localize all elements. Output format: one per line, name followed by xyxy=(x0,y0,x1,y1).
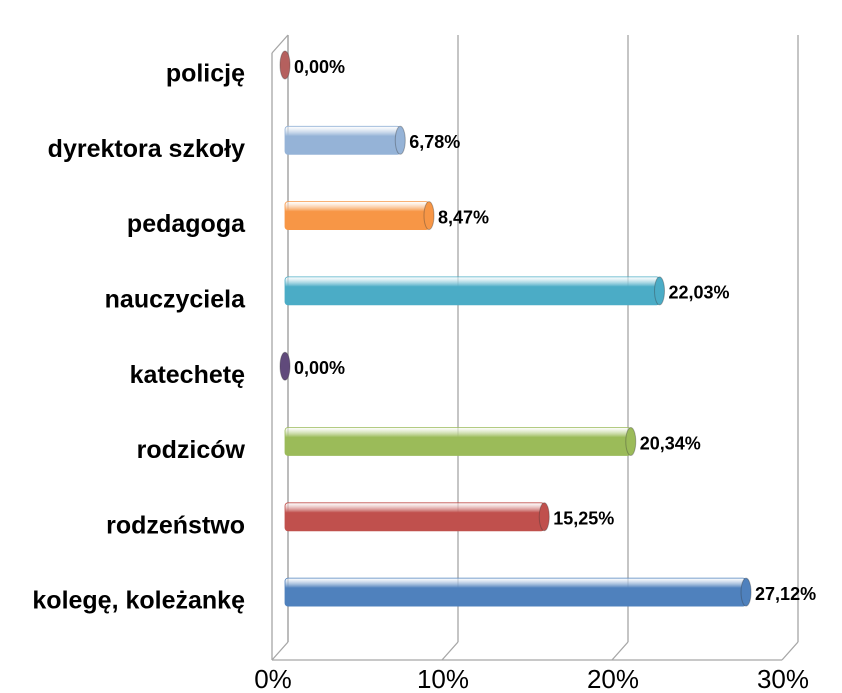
category-label: dyrektora szkoły xyxy=(48,135,245,163)
bar xyxy=(284,125,401,155)
category-label: policję xyxy=(166,60,245,88)
bar xyxy=(284,577,747,607)
category-label: nauczyciela xyxy=(105,286,246,314)
value-label: 20,34% xyxy=(640,433,701,453)
bar-cap xyxy=(740,577,752,607)
bar xyxy=(284,201,430,231)
bar-cap xyxy=(654,276,666,306)
value-label: 22,03% xyxy=(669,283,730,303)
x-tick-label: 10% xyxy=(417,664,469,693)
value-label: 8,47% xyxy=(438,207,489,227)
value-label: 6,78% xyxy=(409,132,460,152)
bar-cap xyxy=(394,125,406,155)
floor-line xyxy=(441,641,459,661)
value-label: 15,25% xyxy=(553,509,614,529)
x-tick-label: 20% xyxy=(587,664,639,693)
value-label: 0,00% xyxy=(294,358,345,378)
bar xyxy=(284,276,660,306)
bar-cap xyxy=(538,502,550,532)
value-label: 27,12% xyxy=(755,584,816,604)
floor-line xyxy=(611,641,629,661)
x-tick-label: 0% xyxy=(254,664,292,693)
floor-line xyxy=(781,641,799,661)
bar xyxy=(284,502,545,532)
x-tick-label: 30% xyxy=(757,664,809,693)
bar-cap xyxy=(279,351,291,381)
category-label: rodzeństwo xyxy=(106,511,245,539)
bar-cap xyxy=(423,201,435,231)
axis-wall xyxy=(271,34,289,54)
bar-cap xyxy=(625,427,637,456)
value-label: 0,00% xyxy=(294,57,345,77)
floor-line xyxy=(271,641,289,661)
category-label: katechetę xyxy=(130,361,245,389)
category-label: kolegę, koleżankę xyxy=(32,587,245,615)
bar xyxy=(284,427,632,456)
bar-cap xyxy=(279,50,291,80)
category-label: rodziców xyxy=(137,436,246,464)
category-label: pedagoga xyxy=(127,210,246,238)
